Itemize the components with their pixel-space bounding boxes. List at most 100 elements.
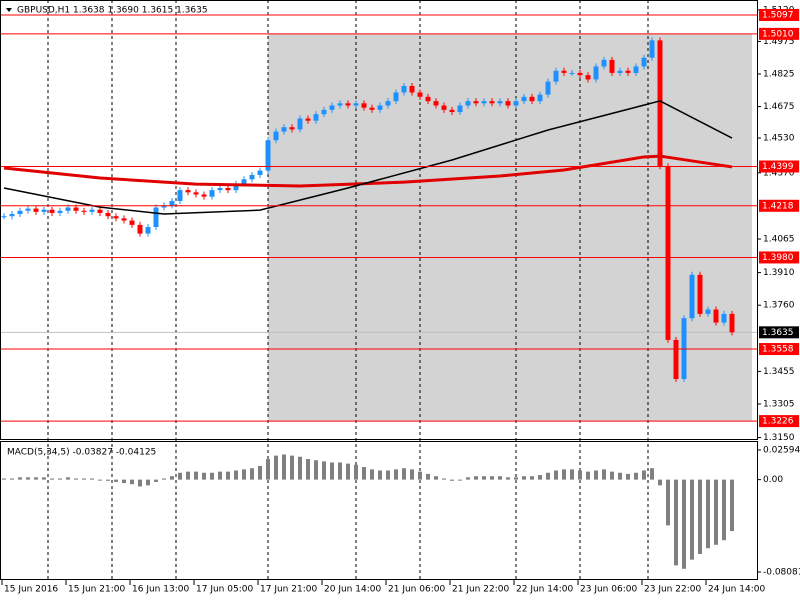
candle-body: [569, 72, 575, 74]
y-tick-label: 1.4825: [763, 70, 795, 80]
macd-bar: [594, 470, 598, 480]
macd-bar: [322, 461, 326, 480]
macd-bar: [618, 472, 622, 480]
menu-arrow[interactable]: [6, 8, 12, 12]
level-label-box: [759, 27, 799, 40]
candle-body: [65, 207, 71, 211]
x-tick-label: 21 Jun 22:00: [452, 585, 509, 595]
macd-bar: [274, 455, 278, 480]
candle-body: [489, 101, 495, 104]
macd-bar: [378, 470, 382, 480]
macd-bar: [98, 479, 102, 481]
candle-body: [673, 339, 679, 380]
candle-body: [337, 103, 343, 106]
macd-y-tick-label: 0.02594: [763, 445, 800, 455]
macd-bar: [226, 471, 230, 480]
candle-body: [545, 81, 551, 95]
level-label-box: [759, 251, 799, 264]
candle-body: [89, 209, 95, 212]
candle-body: [633, 66, 639, 73]
candle-body: [721, 313, 727, 323]
candle-body: [1, 216, 7, 218]
candle-body: [353, 103, 359, 106]
macd-bar: [266, 459, 270, 480]
candle-body: [577, 72, 583, 76]
candle-body: [641, 57, 647, 67]
y-tick-label: 1.4530: [763, 134, 795, 144]
current-price-box: [759, 326, 799, 339]
macd-bar: [170, 476, 174, 480]
macd-bar: [130, 479, 134, 485]
macd-bar: [570, 469, 574, 480]
candle-body: [537, 94, 543, 102]
candle-body: [273, 131, 279, 141]
level-label: 1.4399: [762, 162, 794, 172]
candle-body: [9, 214, 15, 217]
candle-body: [593, 66, 599, 80]
candle-body: [601, 59, 607, 67]
y-tick-label: 1.3150: [763, 433, 795, 443]
candle-body: [33, 208, 39, 212]
candle-body: [233, 183, 239, 191]
candle-body: [665, 166, 671, 340]
macd-bar: [18, 477, 22, 480]
candle-body: [425, 96, 431, 102]
macd-bar: [602, 469, 606, 480]
candle-body: [305, 118, 311, 121]
macd-bar: [586, 471, 590, 480]
macd-bar: [314, 460, 318, 480]
macd-bar: [386, 470, 390, 480]
macd-bar: [258, 465, 262, 480]
candle-body: [137, 224, 143, 234]
candle-body: [561, 70, 567, 73]
level-label-box: [759, 199, 799, 212]
candle-body: [529, 96, 535, 102]
macd-bar: [234, 470, 238, 480]
candle-body: [57, 210, 63, 213]
candle-body: [105, 212, 111, 217]
macd-bar: [122, 479, 126, 484]
candle-body: [713, 309, 719, 323]
candle-body: [625, 70, 631, 73]
macd-bar: [146, 479, 150, 486]
macd-bar: [218, 471, 222, 480]
macd-bar: [82, 478, 86, 480]
y-tick-label: 1.3455: [763, 367, 795, 377]
candle-body: [457, 105, 463, 113]
level-label: 1.3226: [762, 417, 794, 427]
candle-body: [393, 92, 399, 102]
candle-body: [697, 274, 703, 314]
candle-body: [433, 101, 439, 106]
macd-bar: [58, 478, 62, 480]
x-tick-label: 24 Jun 14:00: [708, 585, 765, 595]
candle-body: [617, 70, 623, 73]
candle-body: [209, 190, 215, 197]
macd-pane-frame: [0, 441, 758, 580]
macd-bar: [450, 479, 454, 481]
macd-bar: [210, 472, 214, 480]
macd-bar: [2, 478, 6, 480]
candle-body: [649, 40, 655, 58]
macd-bar: [410, 469, 414, 480]
macd-y-tick-label: 0.00: [763, 475, 783, 485]
macd-bar: [498, 476, 502, 480]
macd-bar: [650, 468, 654, 480]
moving-average: [3, 100, 733, 215]
macd-bar: [634, 472, 638, 480]
macd-bar: [90, 478, 94, 480]
macd-bar: [298, 456, 302, 480]
candle-body: [657, 40, 663, 167]
x-tick-label: 23 Jun 22:00: [644, 585, 701, 595]
macd-bar: [242, 469, 246, 480]
candle-body: [25, 208, 31, 211]
macd-bar: [626, 473, 630, 480]
moving-average: [3, 154, 733, 188]
macd-bar: [202, 472, 206, 480]
candle-body: [465, 101, 471, 106]
y-tick-label: 1.4065: [763, 234, 795, 244]
macd-bar: [138, 479, 142, 487]
candle-body: [97, 209, 103, 213]
candle-body: [417, 92, 423, 97]
macd-bar: [74, 478, 78, 480]
y-tick-label: 1.4675: [763, 102, 795, 112]
